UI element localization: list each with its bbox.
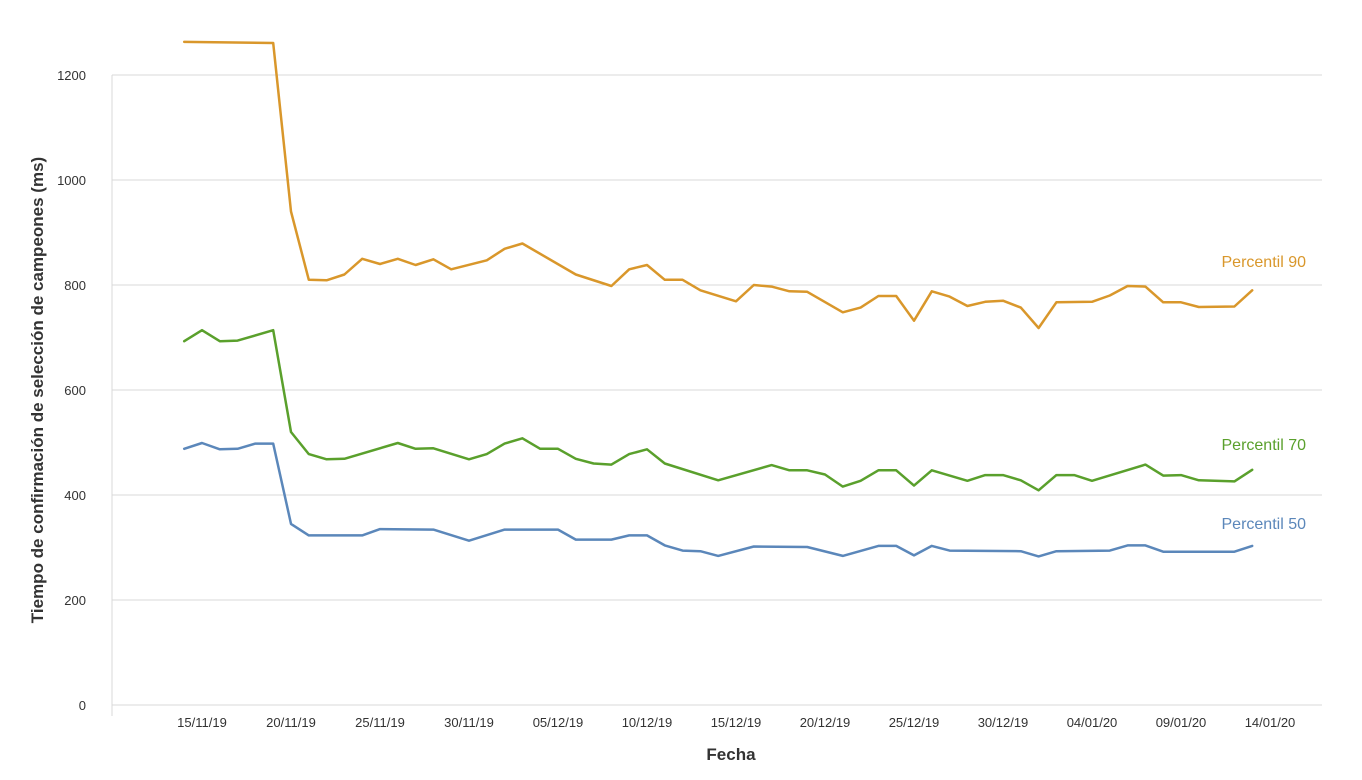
x-tick-label: 15/12/19 — [711, 715, 762, 730]
x-axis-title: Fecha — [706, 745, 756, 764]
x-tick-label: 20/11/19 — [266, 715, 316, 730]
x-tick-label: 05/12/19 — [533, 715, 584, 730]
y-tick-label: 400 — [64, 488, 86, 503]
x-tick-label: 09/01/20 — [1156, 715, 1207, 730]
series-label: Percentil 90 — [1222, 254, 1307, 271]
y-tick-labels: 0 200 400 600 800 1000 1200 — [57, 68, 86, 713]
x-tick-label: 30/11/19 — [444, 715, 494, 730]
x-tick-label: 25/11/19 — [355, 715, 405, 730]
y-tick-label: 200 — [64, 593, 86, 608]
gridlines — [112, 74, 1322, 706]
y-tick-label: 1000 — [57, 173, 86, 188]
x-tick-labels: 15/11/19 20/11/19 25/11/19 30/11/19 05/12/19… — [177, 715, 1295, 730]
series-line-2 — [182, 328, 1254, 492]
series-label: Percentil 70 — [1222, 437, 1307, 454]
series-lines — [182, 40, 1254, 558]
y-tick-label: 600 — [64, 383, 86, 398]
x-tick-label: 14/01/20 — [1245, 715, 1296, 730]
y-tick-label: 0 — [79, 698, 86, 713]
x-tick-label: 10/12/19 — [622, 715, 673, 730]
x-tick-label: 20/12/19 — [800, 715, 851, 730]
y-tick-label: 1200 — [57, 68, 86, 83]
series-line-3 — [182, 441, 1254, 558]
x-tick-label: 30/12/19 — [978, 715, 1029, 730]
y-axis-title: Tiempo de confirmación de selección de c… — [28, 157, 47, 623]
x-tick-label: 25/12/19 — [889, 715, 940, 730]
series-label: Percentil 50 — [1222, 516, 1307, 533]
series-line-1 — [182, 40, 1254, 330]
y-tick-label: 800 — [64, 278, 86, 293]
series-labels: Percentil 90 Percentil 70 Percentil 50 — [1222, 254, 1307, 533]
x-tick-label: 04/01/20 — [1067, 715, 1118, 730]
x-tick-label: 15/11/19 — [177, 715, 227, 730]
